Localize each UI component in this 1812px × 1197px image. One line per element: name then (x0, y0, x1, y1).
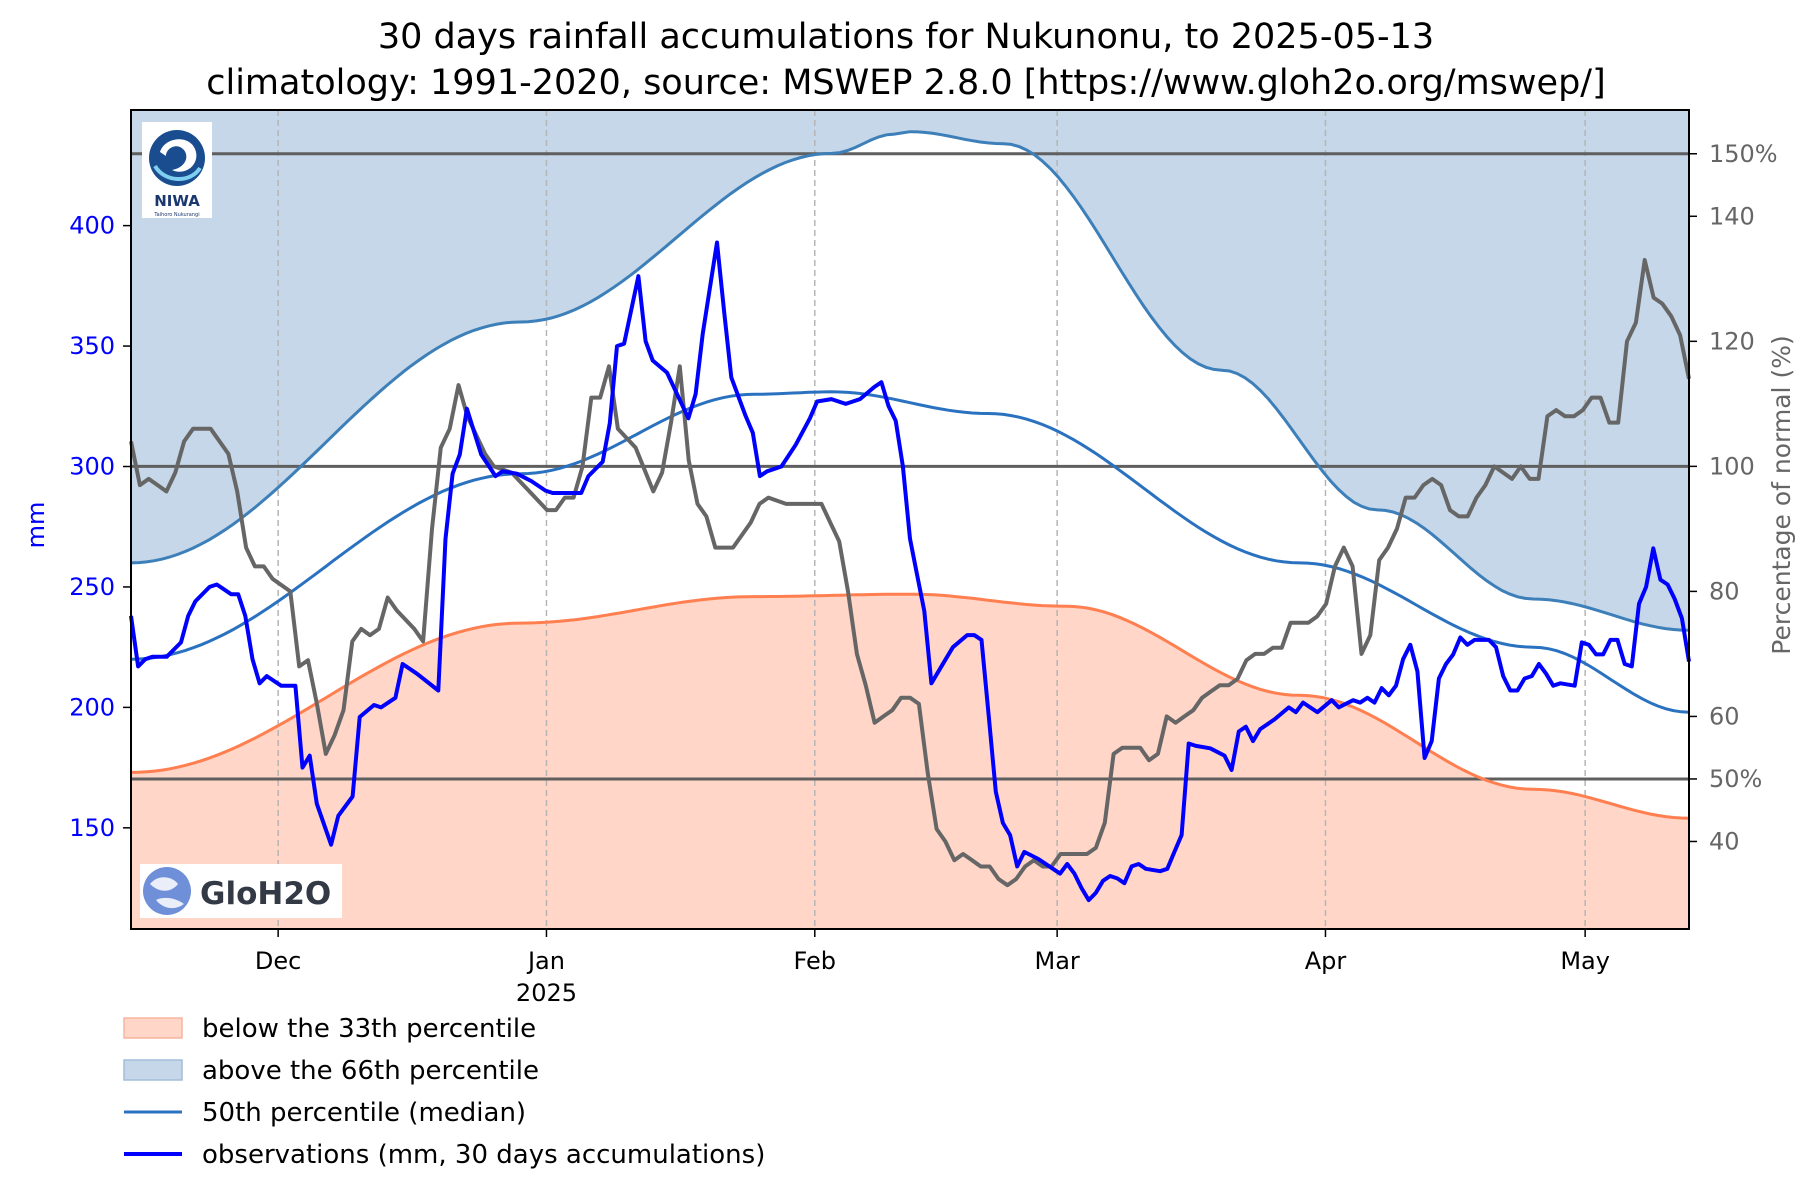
legend-item-observations: observations (mm, 30 days accumulations) (124, 1140, 765, 1170)
x-tick-label: Dec (255, 947, 301, 975)
above-66th-fill (131, 110, 1689, 631)
niwa-logo: NIWA Taihoro Nukurangi (142, 122, 212, 218)
y-axis-left: 150 200 250 300 350 400 (69, 212, 131, 842)
y-right-tick-label: 140 (1709, 202, 1755, 230)
gloh2o-logo: GloH2O (140, 864, 342, 918)
x-tick-label: Jan (526, 947, 565, 975)
y-left-tick-label: 300 (69, 453, 115, 481)
y-left-tick-label: 150 (69, 814, 115, 842)
legend-swatch-above (123, 1059, 183, 1081)
legend-swatch-below (123, 1017, 183, 1039)
y-axis-right: 40 50% 60 80 100 120 140 150% (1689, 140, 1778, 855)
y-left-tick-label: 400 (69, 212, 115, 240)
percentile-66-line (130, 130, 1690, 632)
chart-title: 30 days rainfall accumulations for Nukun… (378, 17, 1434, 57)
median-line (130, 390, 1690, 714)
legend-label-above: above the 66th percentile (202, 1056, 539, 1086)
x-tick-label: May (1560, 947, 1610, 975)
legend-item-below: below the 33th percentile (123, 1014, 536, 1044)
observations-line (129, 240, 1691, 903)
y-right-tick-label: 40 (1709, 827, 1740, 855)
y-right-tick-label: 80 (1709, 577, 1740, 605)
x-tick-label: Feb (794, 947, 837, 975)
legend-label-below: below the 33th percentile (202, 1014, 536, 1044)
legend: below the 33th percentile above the 66th… (123, 1014, 765, 1170)
niwa-logo-text: NIWA (154, 192, 200, 210)
y-axis-right-label: Percentage of normal (%) (1767, 335, 1796, 654)
legend-item-above: above the 66th percentile (123, 1056, 539, 1086)
below-33th-fill (131, 594, 1689, 929)
x-tick-label: Mar (1035, 947, 1080, 975)
legend-label-median: 50th percentile (median) (202, 1098, 526, 1128)
gloh2o-logo-text: GloH2O (200, 876, 331, 912)
legend-item-median: 50th percentile (median) (124, 1098, 526, 1128)
y-right-tick-label: 50% (1709, 765, 1762, 793)
percent-of-normal-line (129, 258, 1691, 888)
globe-icon (143, 867, 191, 915)
y-right-tick-label: 120 (1709, 327, 1755, 355)
plot-area (129, 109, 1691, 930)
y-right-tick-label: 100 (1709, 452, 1755, 480)
y-right-tick-label: 150% (1709, 140, 1778, 168)
x-tick-label: Apr (1305, 947, 1347, 975)
chart-subtitle: climatology: 1991-2020, source: MSWEP 2.… (206, 63, 1606, 103)
y-left-tick-label: 350 (69, 332, 115, 360)
x-tick-sublabel: 2025 (516, 979, 577, 1007)
y-left-tick-label: 200 (69, 693, 115, 721)
niwa-logo-subtext: Taihoro Nukurangi (153, 212, 199, 218)
y-axis-left-label: mm (22, 502, 50, 549)
y-right-tick-label: 60 (1709, 702, 1740, 730)
legend-label-observations: observations (mm, 30 days accumulations) (202, 1140, 765, 1170)
x-axis: Dec Jan 2025 Feb Mar Apr May (255, 929, 1610, 1007)
plot-frame (130, 109, 1690, 930)
y-left-tick-label: 250 (69, 573, 115, 601)
